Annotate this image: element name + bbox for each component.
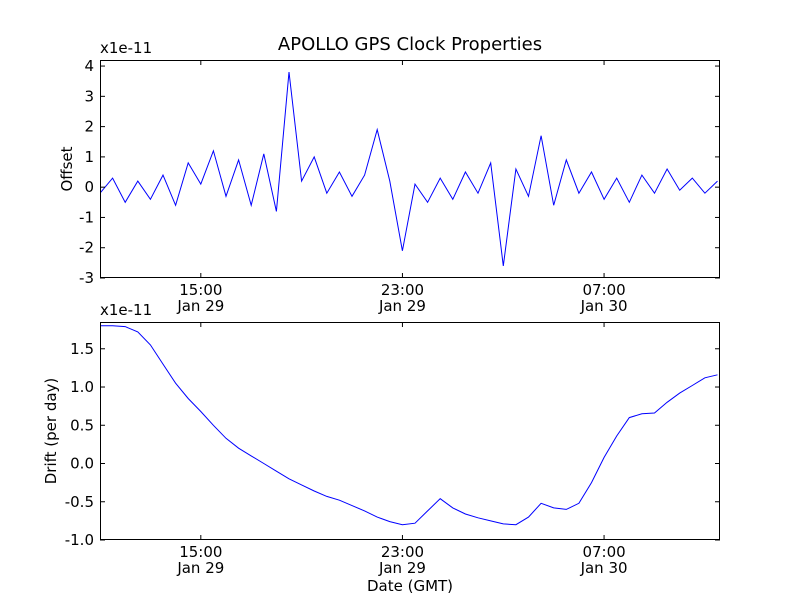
drift-y-multiplier: x1e-11	[100, 301, 152, 319]
offset-x-tick-time: 07:00	[582, 281, 625, 299]
drift-x-tick-date: Jan 29	[378, 559, 426, 577]
figure-title: APOLLO GPS Clock Properties	[278, 34, 542, 55]
drift-y-tick-label: 0.0	[70, 455, 94, 473]
offset-series-layer	[100, 72, 718, 266]
offset-x-tick-date: Jan 29	[176, 297, 224, 315]
offset-x-tick-date: Jan 30	[580, 297, 628, 315]
drift-x-tick-date: Jan 30	[580, 559, 628, 577]
offset-series-line	[100, 72, 718, 266]
offset-y-tick-label: -2	[79, 239, 94, 257]
drift-series-layer	[100, 325, 718, 526]
offset-y-tick-label: 3	[84, 87, 94, 105]
drift-y-tick-label: -1.0	[65, 531, 94, 549]
offset-y-tick-label: 1	[84, 148, 94, 166]
offset-y-tick-label: 4	[84, 57, 94, 75]
drift-x-tick-time: 15:00	[179, 543, 222, 561]
offset-plot-frame	[100, 60, 720, 278]
drift-plot-frame	[100, 322, 720, 540]
drift-x-tick-time: 07:00	[582, 543, 625, 561]
drift-x-tick-time: 23:00	[381, 543, 424, 561]
offset-y-tick-label: -3	[79, 269, 94, 287]
offset-y-tick-label: -1	[79, 208, 94, 226]
offset-x-tick-time: 23:00	[381, 281, 424, 299]
offset-x-tick-time: 15:00	[179, 281, 222, 299]
offset-y-multiplier: x1e-11	[100, 39, 152, 57]
drift-y-axis-label: Drift (per day)	[42, 378, 60, 485]
drift-y-tick-label: 0.5	[70, 416, 94, 434]
drift-y-tick-label: 1.0	[70, 378, 94, 396]
offset-y-tick-label: 0	[84, 178, 94, 196]
drift-x-axis-label: Date (GMT)	[367, 577, 453, 595]
offset-x-tick-date: Jan 29	[378, 297, 426, 315]
drift-series-line	[100, 325, 718, 526]
drift-y-tick-label: -0.5	[65, 493, 94, 511]
drift-y-tick-label: 1.5	[70, 340, 94, 358]
offset-y-tick-label: 2	[84, 118, 94, 136]
drift-x-tick-date: Jan 29	[176, 559, 224, 577]
offset-y-axis-label: Offset	[58, 146, 76, 191]
